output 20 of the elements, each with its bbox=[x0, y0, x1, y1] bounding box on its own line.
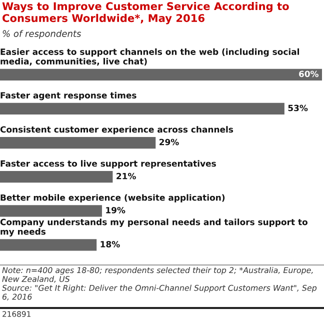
bar bbox=[0, 68, 322, 80]
chart-title: Ways to Improve Customer Service According to Consumers Worldwide*, May 2016 bbox=[2, 2, 289, 24]
bar bbox=[0, 136, 156, 149]
bar bbox=[0, 102, 284, 115]
y-tick-label: Better mobile experience (website application) bbox=[0, 194, 225, 202]
data-label: 19% bbox=[106, 206, 126, 214]
data-label: 53% bbox=[288, 104, 308, 112]
data-label: 29% bbox=[160, 138, 179, 146]
data-label: 21% bbox=[116, 172, 136, 180]
data-label: 18% bbox=[100, 241, 120, 248]
data-label: 60% bbox=[299, 70, 319, 78]
bar bbox=[0, 205, 102, 217]
y-tick-label: Consistent customer experience across channels bbox=[0, 126, 234, 134]
bar bbox=[0, 239, 97, 251]
y-tick-label: Easier access to support channels on the web (including social media, communities, live chat) bbox=[0, 48, 300, 66]
y-tick-label: Faster agent response times bbox=[0, 92, 136, 100]
chart-subtitle: % of respondents bbox=[2, 30, 82, 39]
bar bbox=[0, 171, 113, 183]
y-tick-label: Faster access to live support representatives bbox=[0, 160, 216, 168]
y-tick-label: Company understands my personal needs and tailors support to my needs bbox=[0, 218, 308, 236]
